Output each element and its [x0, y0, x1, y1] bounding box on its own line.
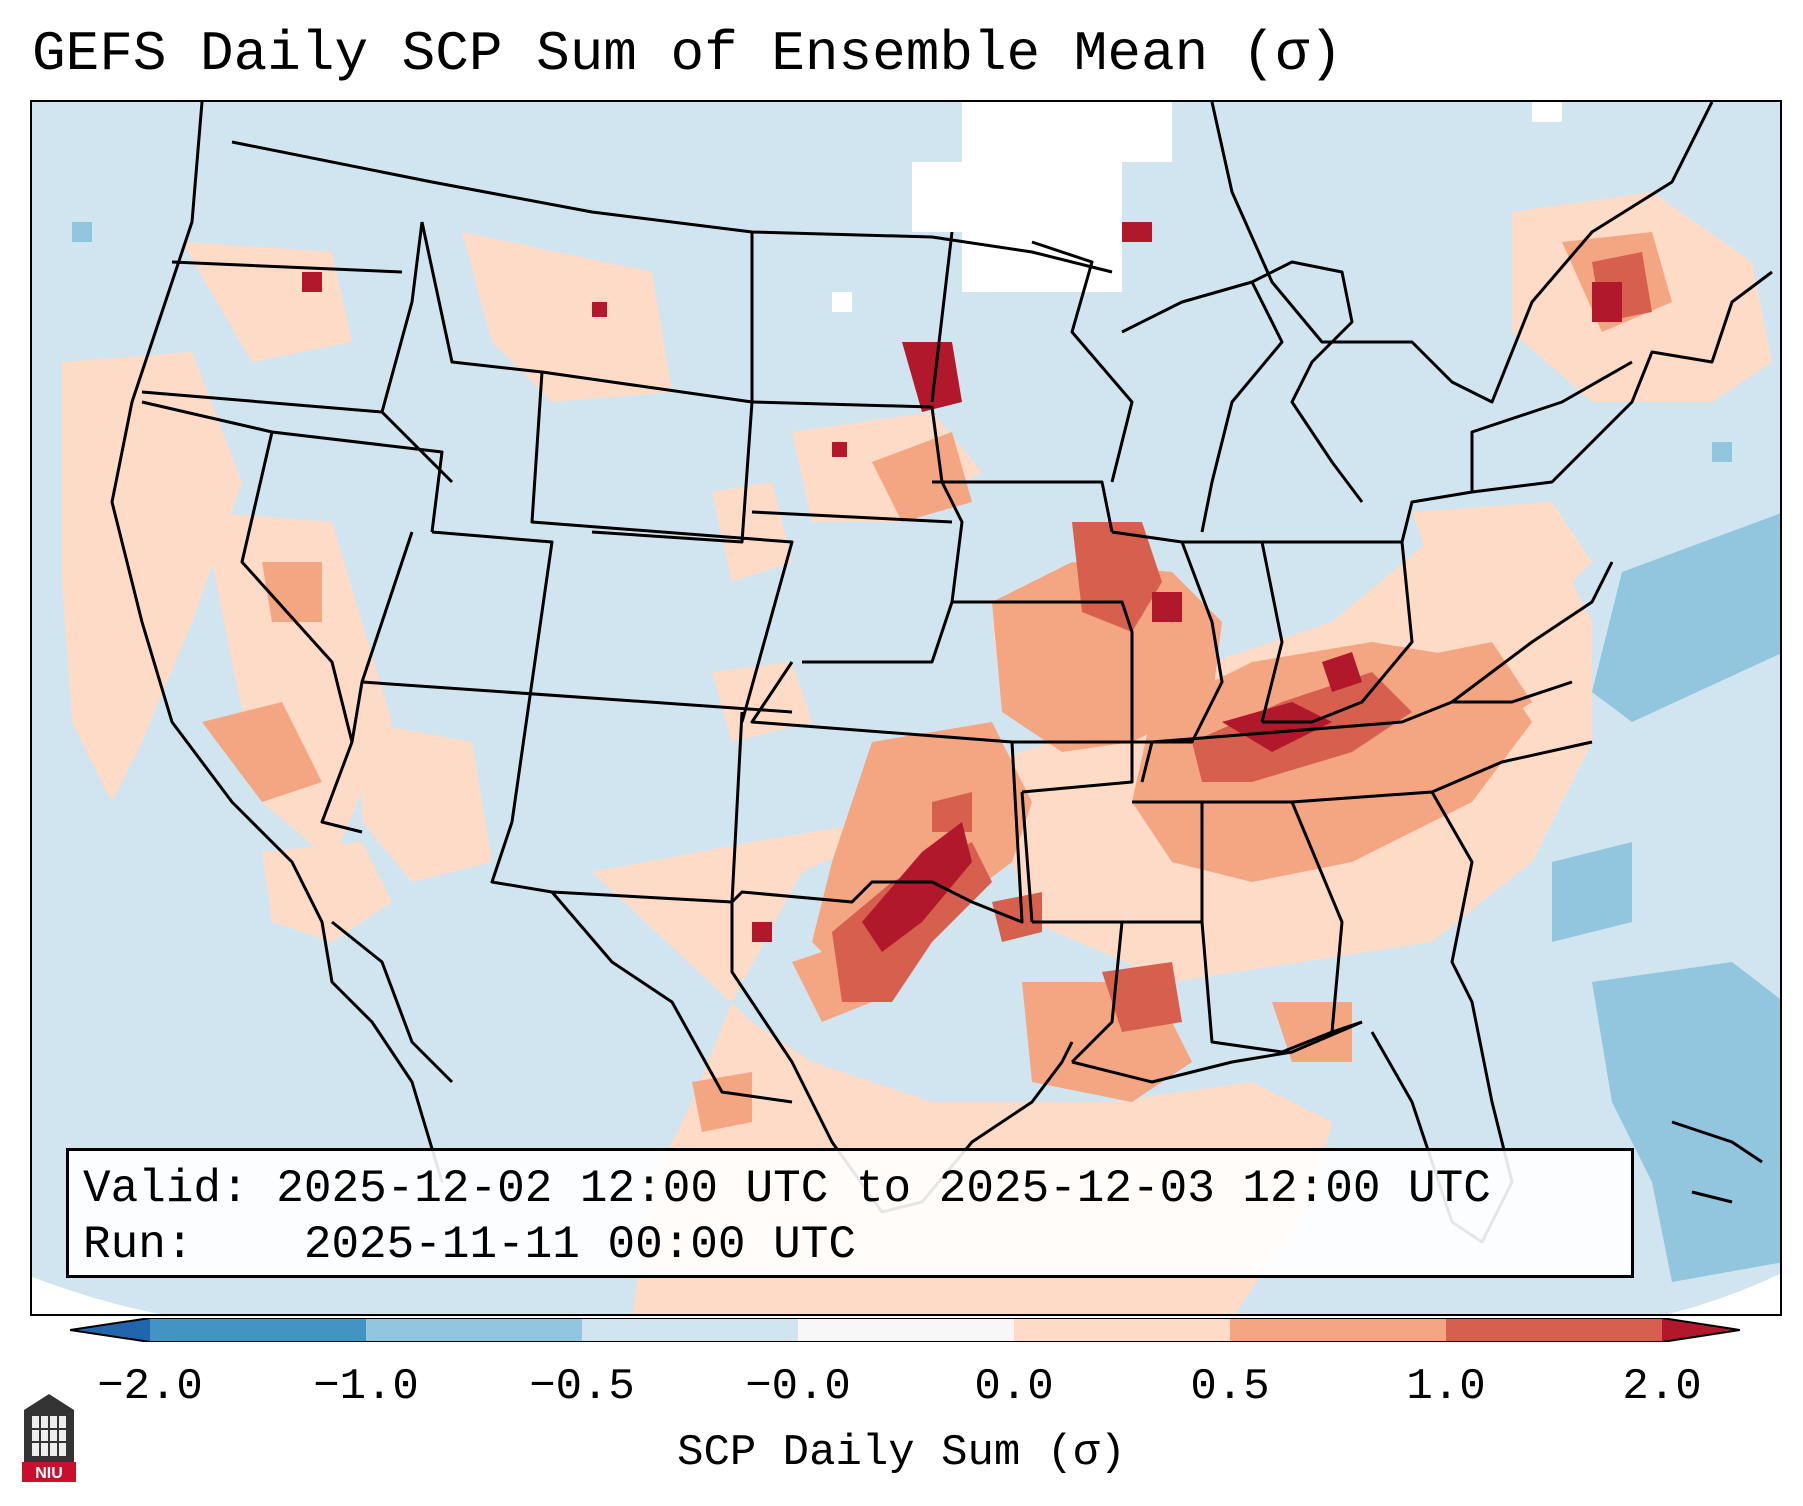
positive-max-areas: [302, 222, 1622, 952]
colorbar-tick: −2.0: [97, 1362, 203, 1412]
colorbar-bin-4: [798, 1318, 1014, 1342]
colorbar-tick: 0.5: [1190, 1362, 1270, 1412]
colorbar-label: SCP Daily Sum (σ): [677, 1428, 1126, 1478]
colorbar-svg: [69, 1317, 1741, 1343]
colorbar-bin-2: [366, 1318, 582, 1342]
projection-edge-left: [32, 1277, 160, 1314]
colorbar-tick: −1.0: [313, 1362, 419, 1412]
valid-label: Valid:: [83, 1163, 249, 1215]
colorbar-tick: −0.5: [529, 1362, 635, 1412]
colorbar-tick: 0.0: [974, 1362, 1054, 1412]
map-svg[interactable]: [32, 102, 1782, 1316]
run-value: 2025-11-11 00:00 UTC: [303, 1219, 856, 1271]
negative-areas: [72, 222, 1780, 1282]
colorbar-bin-7: [1446, 1318, 1662, 1342]
colorbar-tick: 2.0: [1622, 1362, 1702, 1412]
logo-text: NIU: [35, 1465, 63, 1482]
projection-edge-right: [1668, 1273, 1780, 1314]
colorbar: [69, 1317, 1741, 1343]
validity-info-box: Valid: 2025-12-02 12:00 UTC to 2025-12-0…: [66, 1148, 1634, 1278]
colorbar-over-arrow: [1662, 1318, 1740, 1342]
chart-title: GEFS Daily SCP Sum of Ensemble Mean (σ): [32, 22, 1343, 86]
valid-value: 2025-12-02 12:00 UTC to 2025-12-03 12:00…: [276, 1163, 1491, 1215]
niu-logo: NIU: [22, 1394, 76, 1482]
colorbar-bin-6: [1230, 1318, 1446, 1342]
colorbar-tick: 1.0: [1406, 1362, 1486, 1412]
colorbar-under-arrow: [70, 1318, 150, 1342]
neutral-zone-north: [832, 102, 1562, 312]
colorbar-tick: −0.0: [745, 1362, 851, 1412]
colorbar-bin-1: [150, 1318, 366, 1342]
colorbar-bin-5: [1014, 1318, 1230, 1342]
boundaries: [110, 102, 1773, 1244]
colorbar-bin-3: [582, 1318, 798, 1342]
run-label: Run:: [83, 1219, 194, 1271]
map-panel[interactable]: [30, 100, 1782, 1316]
